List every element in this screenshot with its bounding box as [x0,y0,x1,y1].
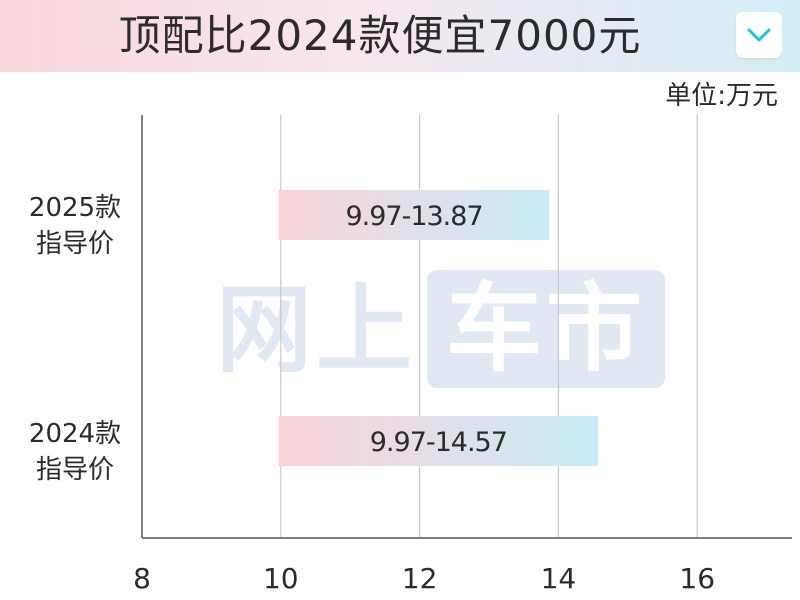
category-sublabel: 指导价 [36,229,114,259]
x-tick-label: 12 [402,562,438,595]
dropdown-menu-button[interactable] [736,12,782,58]
range-bar [278,190,550,240]
page-title: 顶配比2024款便宜7000元 [118,11,642,60]
bar-data-label: 9.97-14.57 [370,427,507,458]
unit-label: 单位:万元 [665,81,778,111]
x-tick-label: 16 [679,562,715,595]
bar-data-label: 9.97-13.87 [345,201,482,232]
x-tick-label: 10 [263,562,299,595]
chevron-down-icon [747,28,771,42]
x-tick-label: 14 [541,562,577,595]
range-bar [278,416,598,466]
title-bar [0,0,800,72]
category-label: 2025款 [29,193,121,223]
x-tick-label: 8 [133,562,151,595]
category-label: 2024款 [29,419,121,449]
category-sublabel: 指导价 [36,455,114,485]
